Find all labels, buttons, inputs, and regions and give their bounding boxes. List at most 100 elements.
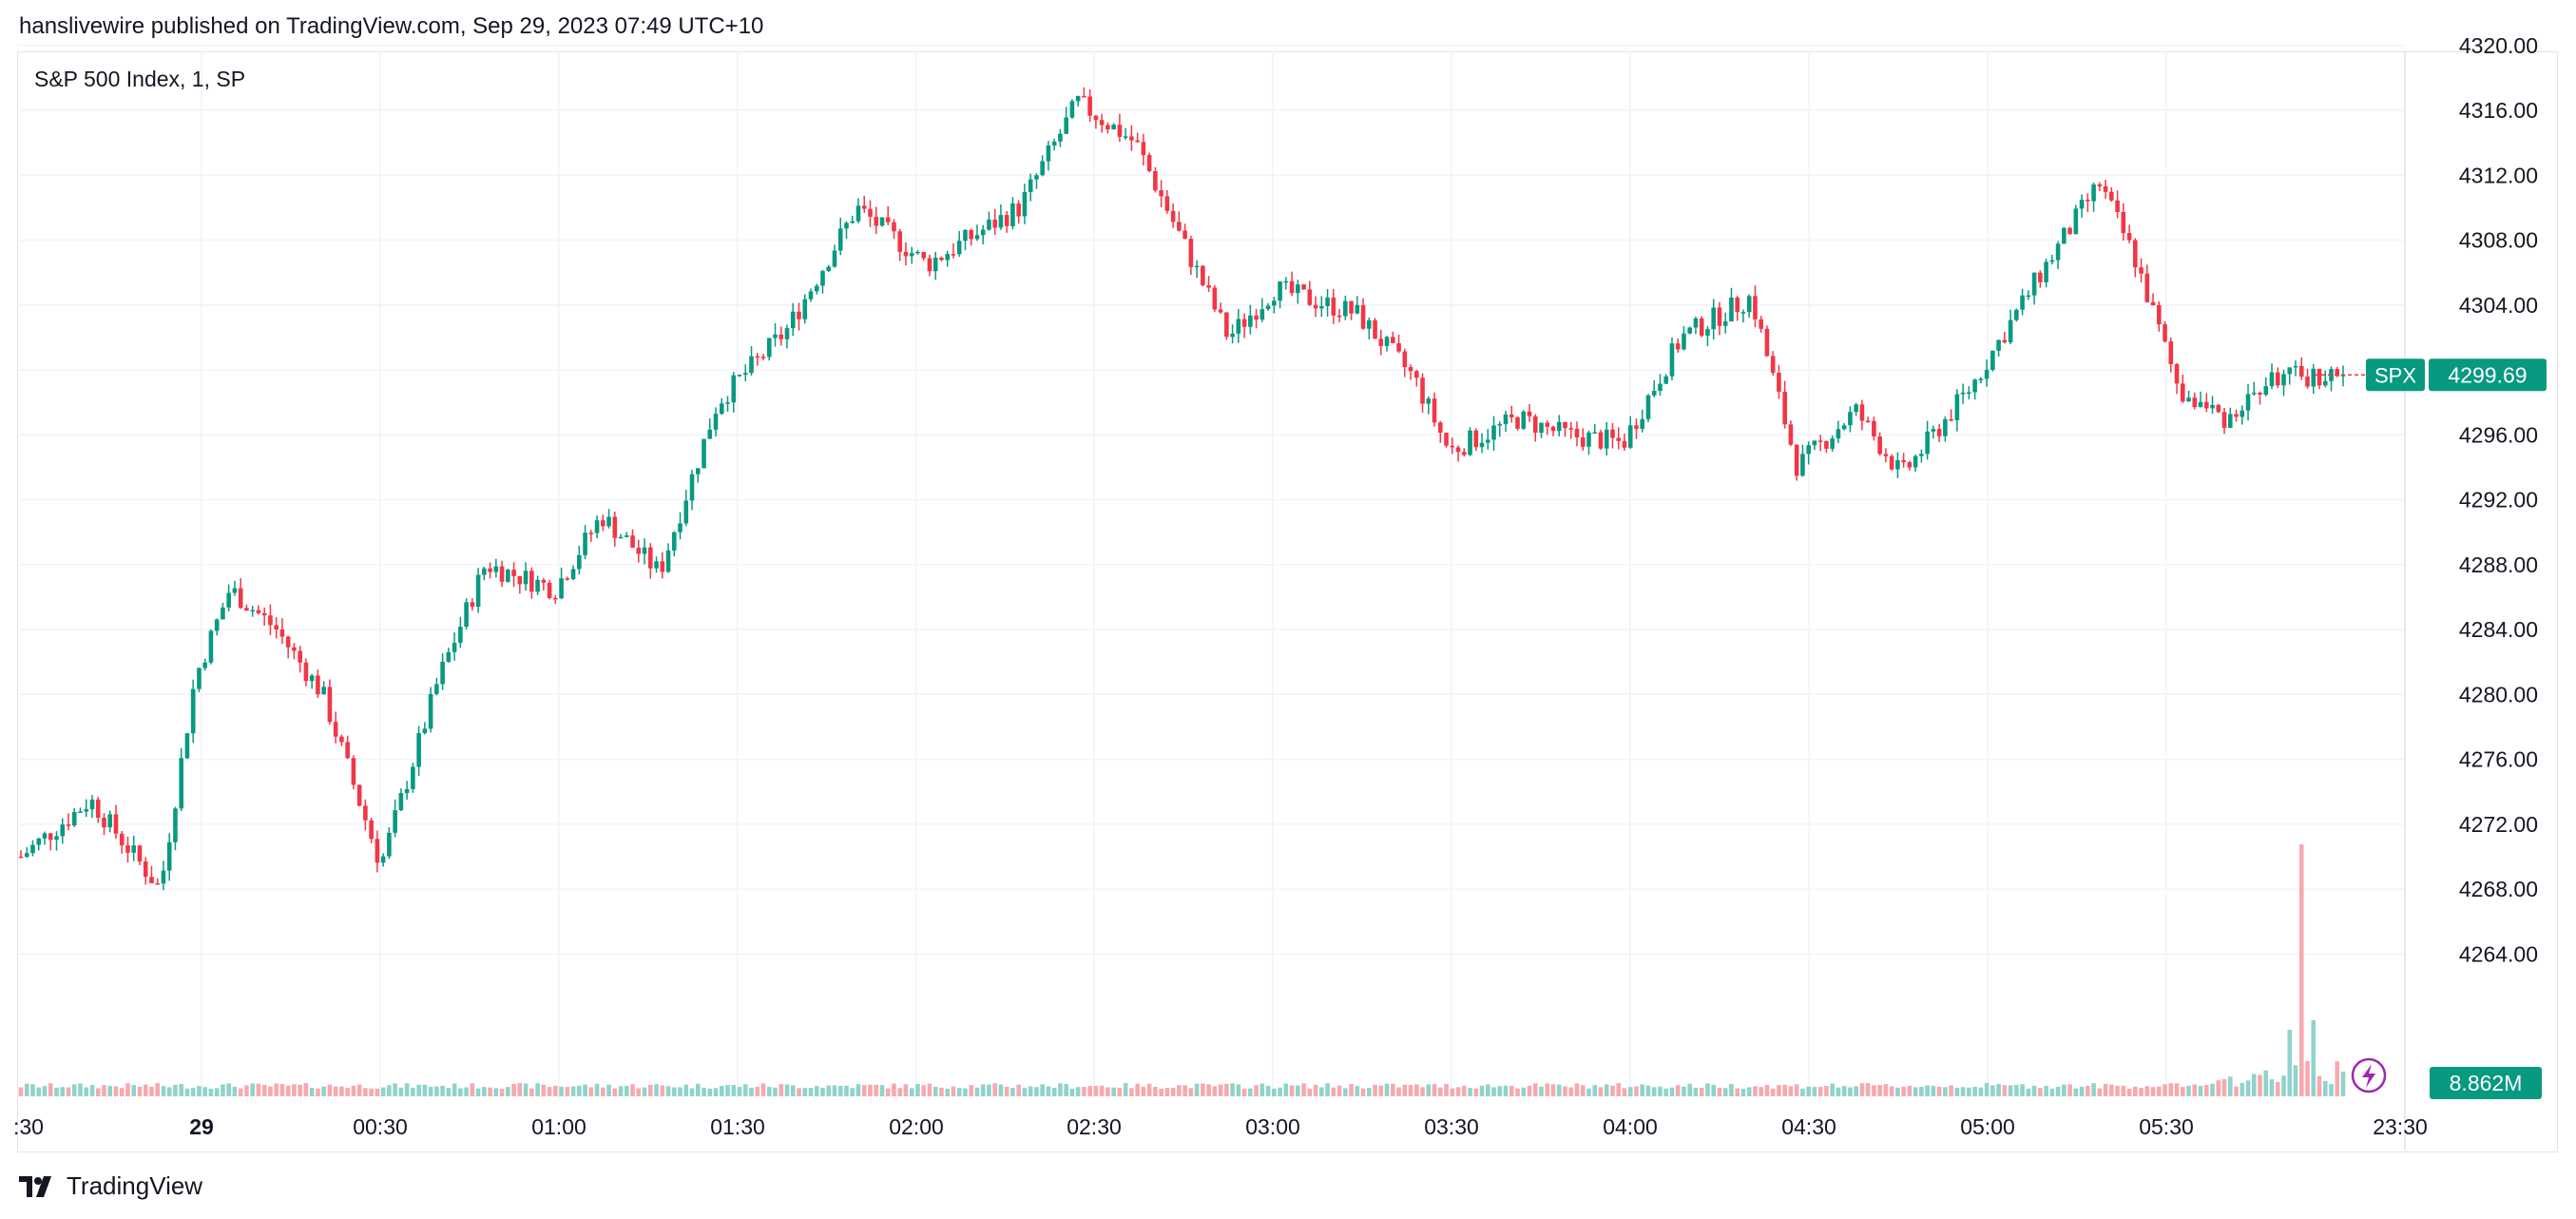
candle-body <box>861 205 867 209</box>
candle-body <box>1016 203 1021 217</box>
candle-body <box>298 650 302 663</box>
chart-frame[interactable] <box>17 51 2558 1152</box>
candle-body <box>1010 203 1015 226</box>
volume-bar <box>1146 1083 1152 1096</box>
volume-bar <box>2174 1083 2180 1096</box>
volume-bar <box>1426 1084 1432 1096</box>
candle-body <box>380 856 386 863</box>
volume-bar <box>303 1083 309 1096</box>
volume-bar <box>411 1088 415 1096</box>
time-axis[interactable]: :30 29 00:30 01:00 01:30 02:00 02:30 03:00 03:30… <box>13 1114 2428 1139</box>
candle-body <box>749 356 754 374</box>
candle-body <box>1034 175 1039 180</box>
volume-bar <box>2144 1086 2150 1096</box>
candle-body <box>1634 425 1639 430</box>
volume-bar <box>292 1084 297 1096</box>
volume-bar <box>2133 1086 2138 1096</box>
volume-bar <box>1485 1084 1490 1096</box>
candle-body <box>113 814 119 834</box>
volume-bar <box>784 1084 790 1096</box>
volume-bar <box>1325 1083 1330 1096</box>
price-axis[interactable]: 4320.004316.004312.004308.004304.004300.… <box>2459 33 2538 967</box>
chart-legend-title[interactable]: S&P 500 Index, 1, SP <box>34 67 246 91</box>
candle-body <box>356 784 362 806</box>
candle-body <box>369 820 374 840</box>
candle-body <box>945 254 951 261</box>
candles <box>18 87 2346 891</box>
candle-body <box>1444 433 1449 446</box>
volume-bar <box>903 1084 909 1096</box>
candle-body <box>411 766 415 789</box>
tradingview-logo[interactable]: TradingView <box>19 1171 202 1201</box>
candle-body <box>2287 367 2293 375</box>
volume-bar <box>274 1083 279 1096</box>
volume-bar <box>2251 1074 2257 1096</box>
candle-body <box>1248 315 1253 327</box>
volume-bar <box>1877 1084 1882 1096</box>
volume-bar <box>1759 1087 1763 1096</box>
candle-body <box>434 684 439 694</box>
volume-bar <box>1907 1085 1913 1096</box>
volume-bar <box>1556 1084 1562 1096</box>
volume-bar <box>1212 1086 1218 1096</box>
volume-bar <box>2293 1065 2298 1096</box>
candle-body <box>814 285 819 292</box>
volume-bar <box>2055 1086 2061 1096</box>
volume-bar <box>351 1085 356 1096</box>
tradingview-logo-icon <box>19 1175 51 1197</box>
volume-bar <box>2198 1086 2203 1096</box>
candle-body <box>1616 437 1622 441</box>
volume-bar <box>434 1086 439 1096</box>
candle-body <box>2079 200 2085 209</box>
time-tick-label: 29 <box>189 1114 214 1139</box>
candle-body <box>671 532 677 551</box>
volume-bar <box>2168 1083 2174 1096</box>
candle-body <box>1479 442 1485 448</box>
volume-bar <box>499 1088 505 1096</box>
candle-body <box>1413 371 1419 378</box>
candle-body <box>155 882 161 885</box>
candle-body <box>66 824 71 826</box>
volume-bar <box>1925 1085 1930 1096</box>
volume-bar <box>173 1084 178 1096</box>
volume-bar <box>1016 1084 1021 1096</box>
candle-body <box>506 570 510 582</box>
volume-bar <box>506 1087 510 1096</box>
volume-bar <box>428 1086 433 1096</box>
volume-bar <box>892 1083 896 1096</box>
volume-bar <box>2234 1086 2239 1096</box>
candle-body <box>2251 392 2257 395</box>
candle-body <box>1087 96 1092 116</box>
price-tick-label: 4320.00 <box>2459 33 2538 58</box>
volume-bar <box>570 1086 576 1096</box>
candle-body <box>2234 414 2239 417</box>
volume-bar <box>1177 1085 1182 1096</box>
volume-bar <box>2221 1078 2227 1096</box>
volume-bar <box>1289 1085 1295 1096</box>
volume-bar <box>1515 1088 1520 1096</box>
candle-body <box>1075 95 1081 102</box>
volume-bar <box>1319 1087 1324 1096</box>
volume-badge-label: 8.862M <box>2450 1071 2523 1095</box>
candle-body <box>440 661 445 685</box>
volume-bar <box>1170 1087 1176 1096</box>
candle-body <box>1188 239 1194 267</box>
candle-body <box>2263 386 2269 395</box>
volume-bar <box>855 1084 861 1096</box>
volume-bar <box>71 1084 77 1096</box>
volume-bar <box>1711 1084 1717 1096</box>
candle-body <box>719 403 724 415</box>
volume-bar <box>601 1087 606 1096</box>
volume-bar <box>285 1085 291 1096</box>
candle-body <box>1806 445 1811 455</box>
volume-bar <box>1188 1088 1194 1096</box>
candle-body <box>2221 412 2227 428</box>
candle-body <box>695 468 701 474</box>
volume-bar <box>2263 1070 2269 1096</box>
candle-body <box>2115 200 2120 212</box>
candle-body <box>2275 372 2280 386</box>
candle-body <box>1972 379 1977 393</box>
volume-bar <box>1669 1087 1675 1096</box>
time-tick-label: 02:30 <box>1067 1114 1122 1139</box>
